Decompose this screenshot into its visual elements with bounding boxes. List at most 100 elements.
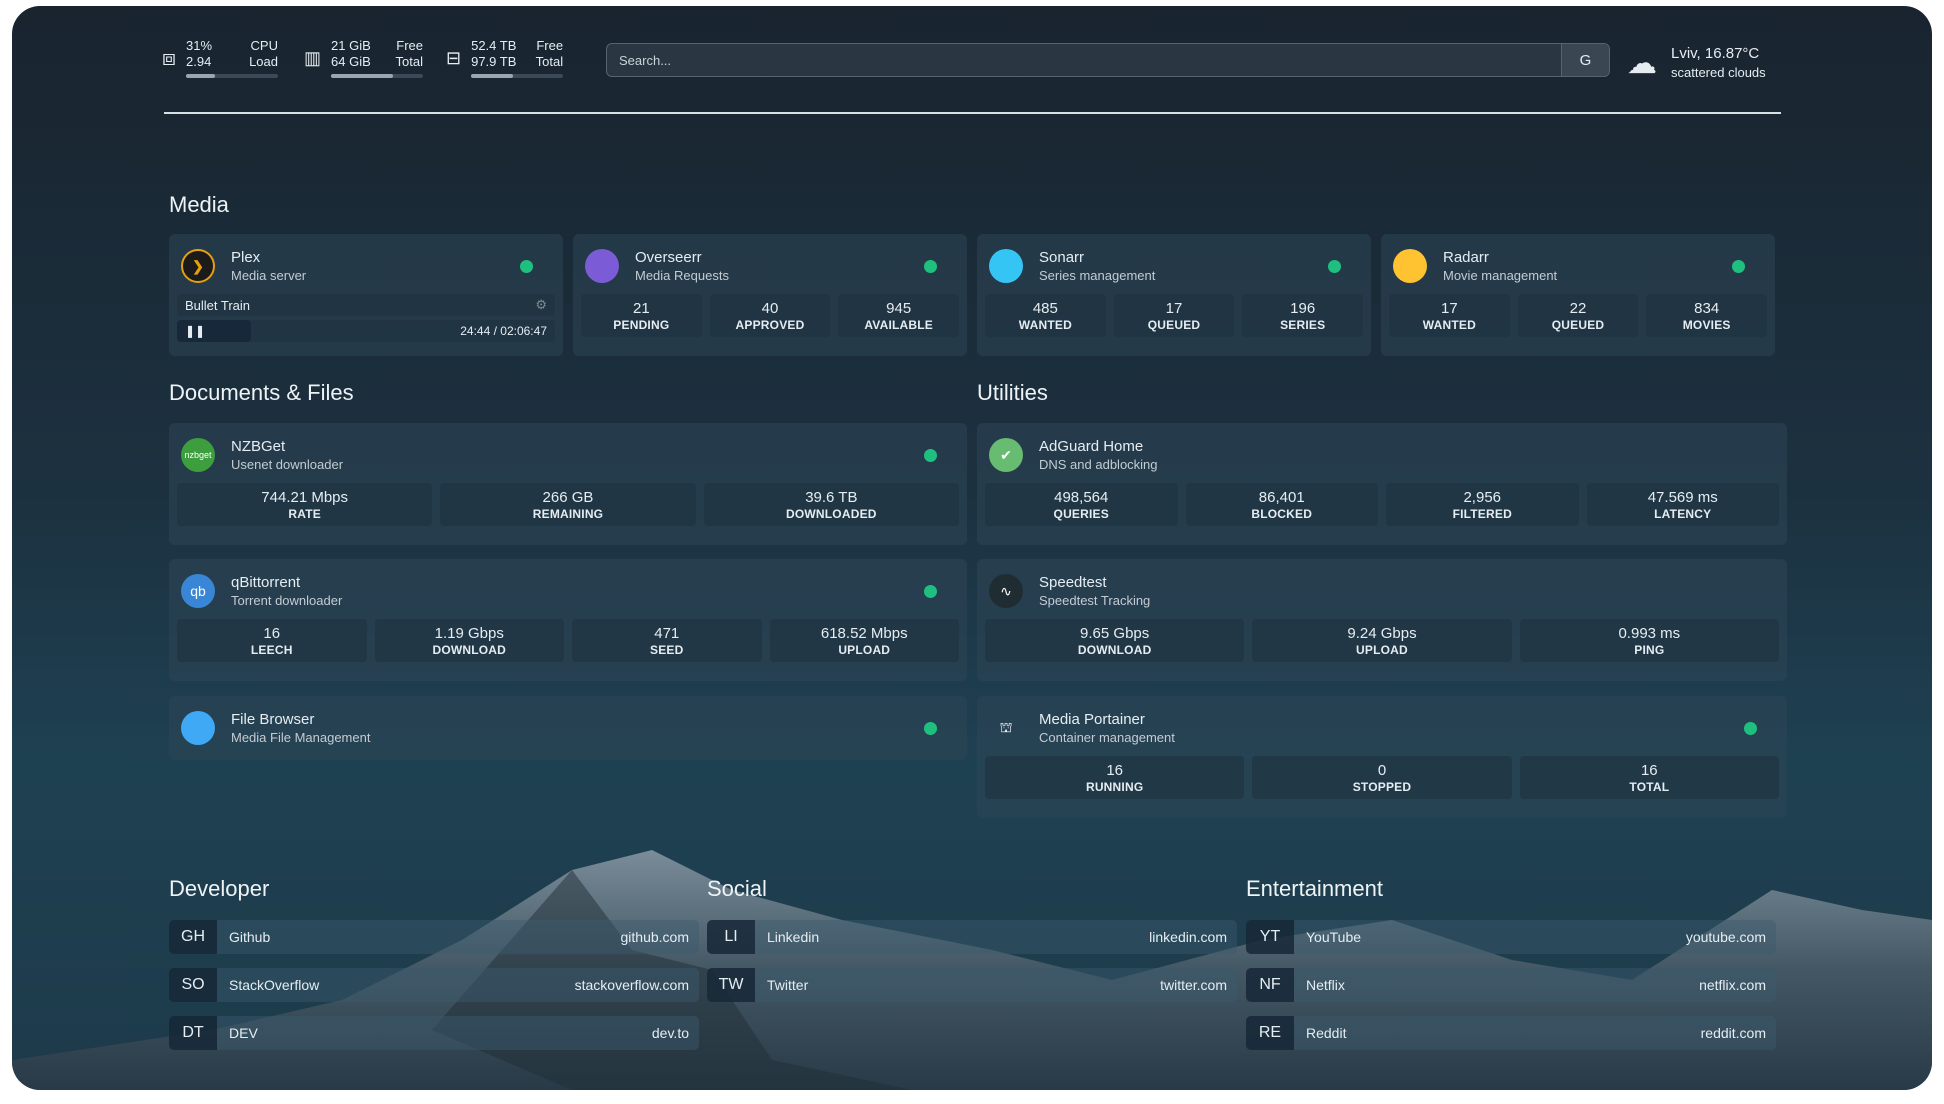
service-description: Movie management (1443, 267, 1558, 283)
stat-value: 39.6 TB (805, 489, 858, 506)
bookmark-name[interactable]: Reddit (1306, 1025, 1347, 1041)
weather-desc: scattered clouds (1671, 65, 1766, 80)
bookmark-linkedin[interactable]: LI Linkedin linkedin.com (707, 920, 1237, 954)
stat-label: RATE (288, 507, 321, 521)
bookmark-twitter[interactable]: TW Twitter twitter.com (707, 968, 1237, 1002)
bookmark-url[interactable]: youtube.com (1685, 929, 1766, 945)
stats-row: 9.65 Gbps DOWNLOAD 9.24 Gbps UPLOAD 0.993 ms… (985, 619, 1779, 662)
bookmark-name[interactable]: Twitter (767, 977, 809, 993)
stat-value: 17 (1440, 300, 1458, 317)
service-card-media-portainer[interactable]: ⛫ Media Portainer Container management 16 RU… (977, 696, 1787, 818)
service-card-plex[interactable]: ❯ Plex Media server Bullet Train ⚙ ❚❚ 24:44… (169, 234, 563, 356)
service-card-speedtest[interactable]: ∿ Speedtest Speedtest Tracking 9.65 Gbps DOW… (977, 559, 1787, 681)
stat-value: 1.19 Gbps (434, 625, 504, 642)
service-name: Speedtest (1039, 573, 1107, 591)
cpu-percent: 31% (186, 38, 213, 53)
disk-widget: ⊟ 52.4 TB 97.9 TB Free Total (446, 38, 564, 78)
service-description: Torrent downloader (231, 592, 343, 608)
search-provider-button[interactable]: G (1561, 44, 1609, 76)
stat-upload: 9.24 Gbps UPLOAD (1252, 619, 1512, 662)
bookmark-url[interactable]: dev.to (651, 1025, 689, 1041)
bookmark-url[interactable]: netflix.com (1699, 977, 1766, 993)
total-label: Total (395, 54, 424, 69)
bookmark-dev[interactable]: DT DEV dev.to (169, 1016, 699, 1050)
bookmark-name[interactable]: DEV (229, 1025, 258, 1041)
bookmark-abbr: RE (1246, 1016, 1294, 1050)
service-card-file-browser[interactable]: File Browser Media File Management (169, 696, 967, 760)
service-card-radarr[interactable]: Radarr Movie management 17 WANTED 22 QUEUED 83… (1381, 234, 1775, 356)
sonarr-icon (989, 249, 1023, 283)
bookmark-name[interactable]: Github (229, 929, 271, 945)
bookmark-name[interactable]: Linkedin (767, 929, 820, 945)
section-title-documents: Documents & Files (169, 380, 354, 405)
bookmark-name[interactable]: StackOverflow (229, 977, 320, 993)
bookmark-youtube[interactable]: YT YouTube youtube.com (1246, 920, 1776, 954)
bookmark-url[interactable]: linkedin.com (1149, 929, 1227, 945)
adguard-shield-icon: ✔ (989, 438, 1023, 472)
bookmark-netflix[interactable]: NF Netflix netflix.com (1246, 968, 1776, 1002)
radarr-icon (1393, 249, 1427, 283)
service-card-adguard-home[interactable]: ✔ AdGuard Home DNS and adblocking 498,564 QU… (977, 423, 1787, 545)
stat-wanted: 485 WANTED (985, 294, 1106, 337)
stat-label: QUEUED (1147, 318, 1201, 332)
bookmark-github[interactable]: GH Github github.com (169, 920, 699, 954)
stat-value: 40 (761, 300, 779, 317)
bookmark-name[interactable]: Netflix (1306, 977, 1345, 993)
stat-value: 0 (1377, 762, 1387, 779)
dashboard-window: ⧈ 31% 2.94 CPU Load ▥ 21 GiB 64 GiB Free Total… (12, 6, 1932, 1090)
stat-available: 945 AVAILABLE (838, 294, 960, 337)
service-name: Radarr (1443, 248, 1489, 266)
stat-value: 618.52 Mbps (820, 625, 908, 642)
stat-seed: 471 SEED (572, 619, 762, 662)
settings-icon[interactable]: ⚙ (535, 297, 547, 312)
service-card-nzbget[interactable]: nzbget NZBGet Usenet downloader 744.21 Mbps… (169, 423, 967, 545)
bookmark-stackoverflow[interactable]: SO StackOverflow stackoverflow.com (169, 968, 699, 1002)
service-card-qbittorrent[interactable]: qb qBittorrent Torrent downloader 16 LEECH 1.… (169, 559, 967, 681)
bookmark-url[interactable]: reddit.com (1700, 1025, 1766, 1041)
stat-value: 266 GB (542, 489, 594, 506)
playback-progress[interactable]: ❚❚ 24:44 / 02:06:47 (177, 320, 555, 342)
service-name: Sonarr (1039, 248, 1085, 266)
stat-label: PING (1634, 643, 1665, 657)
cpu-icon: ⧈ (162, 45, 176, 70)
section-title-media: Media (169, 192, 229, 217)
bookmark-reddit[interactable]: RE Reddit reddit.com (1246, 1016, 1776, 1050)
service-card-sonarr[interactable]: Sonarr Series management 485 WANTED 17 QUEUED… (977, 234, 1371, 356)
disk-total: 97.9 TB (471, 54, 517, 69)
memory-total: 64 GiB (331, 54, 371, 69)
bookmark-abbr: YT (1246, 920, 1294, 954)
stat-value: 2,956 (1463, 489, 1502, 506)
free-label: Free (536, 38, 564, 53)
bookmark-url[interactable]: github.com (620, 929, 689, 945)
stats-row: 498,564 QUERIES 86,401 BLOCKED 2,956 FILTERED… (985, 483, 1779, 526)
stat-label: PENDING (613, 318, 670, 332)
stat-queued: 22 QUEUED (1517, 294, 1639, 337)
filebrowser-icon (181, 711, 215, 745)
stat-value: 47.569 ms (1647, 489, 1718, 506)
bookmark-url[interactable]: twitter.com (1160, 977, 1227, 993)
memory-free: 21 GiB (331, 38, 371, 53)
stat-wanted: 17 WANTED (1389, 294, 1510, 337)
service-name: AdGuard Home (1039, 437, 1144, 455)
stat-label: AVAILABLE (864, 318, 934, 332)
stat-pending: 21 PENDING (581, 294, 702, 337)
stat-label: APPROVED (735, 318, 805, 332)
service-card-overseerr[interactable]: Overseerr Media Requests 21 PENDING 40 APPROV… (573, 234, 967, 356)
search-input[interactable] (607, 52, 1561, 68)
service-description: DNS and adblocking (1039, 456, 1158, 472)
service-description: Media Requests (635, 267, 729, 283)
stat-label: FILTERED (1452, 507, 1512, 521)
load-label: Load (249, 54, 278, 69)
memory-usage-bar (331, 74, 424, 78)
portainer-icon: ⛫ (999, 718, 1013, 735)
stat-value: 16 (1106, 762, 1123, 779)
bookmark-name[interactable]: YouTube (1306, 929, 1362, 945)
bookmark-abbr: LI (707, 920, 755, 954)
bookmark-url[interactable]: stackoverflow.com (574, 977, 689, 993)
stat-label: STOPPED (1352, 780, 1412, 794)
stat-value: 17 (1165, 300, 1183, 317)
service-name: NZBGet (231, 437, 286, 455)
pause-icon[interactable]: ❚❚ (185, 324, 206, 338)
stat-value: 0.993 ms (1618, 625, 1681, 642)
stats-row: 17 WANTED 22 QUEUED 834 MOVIES (1389, 294, 1768, 337)
